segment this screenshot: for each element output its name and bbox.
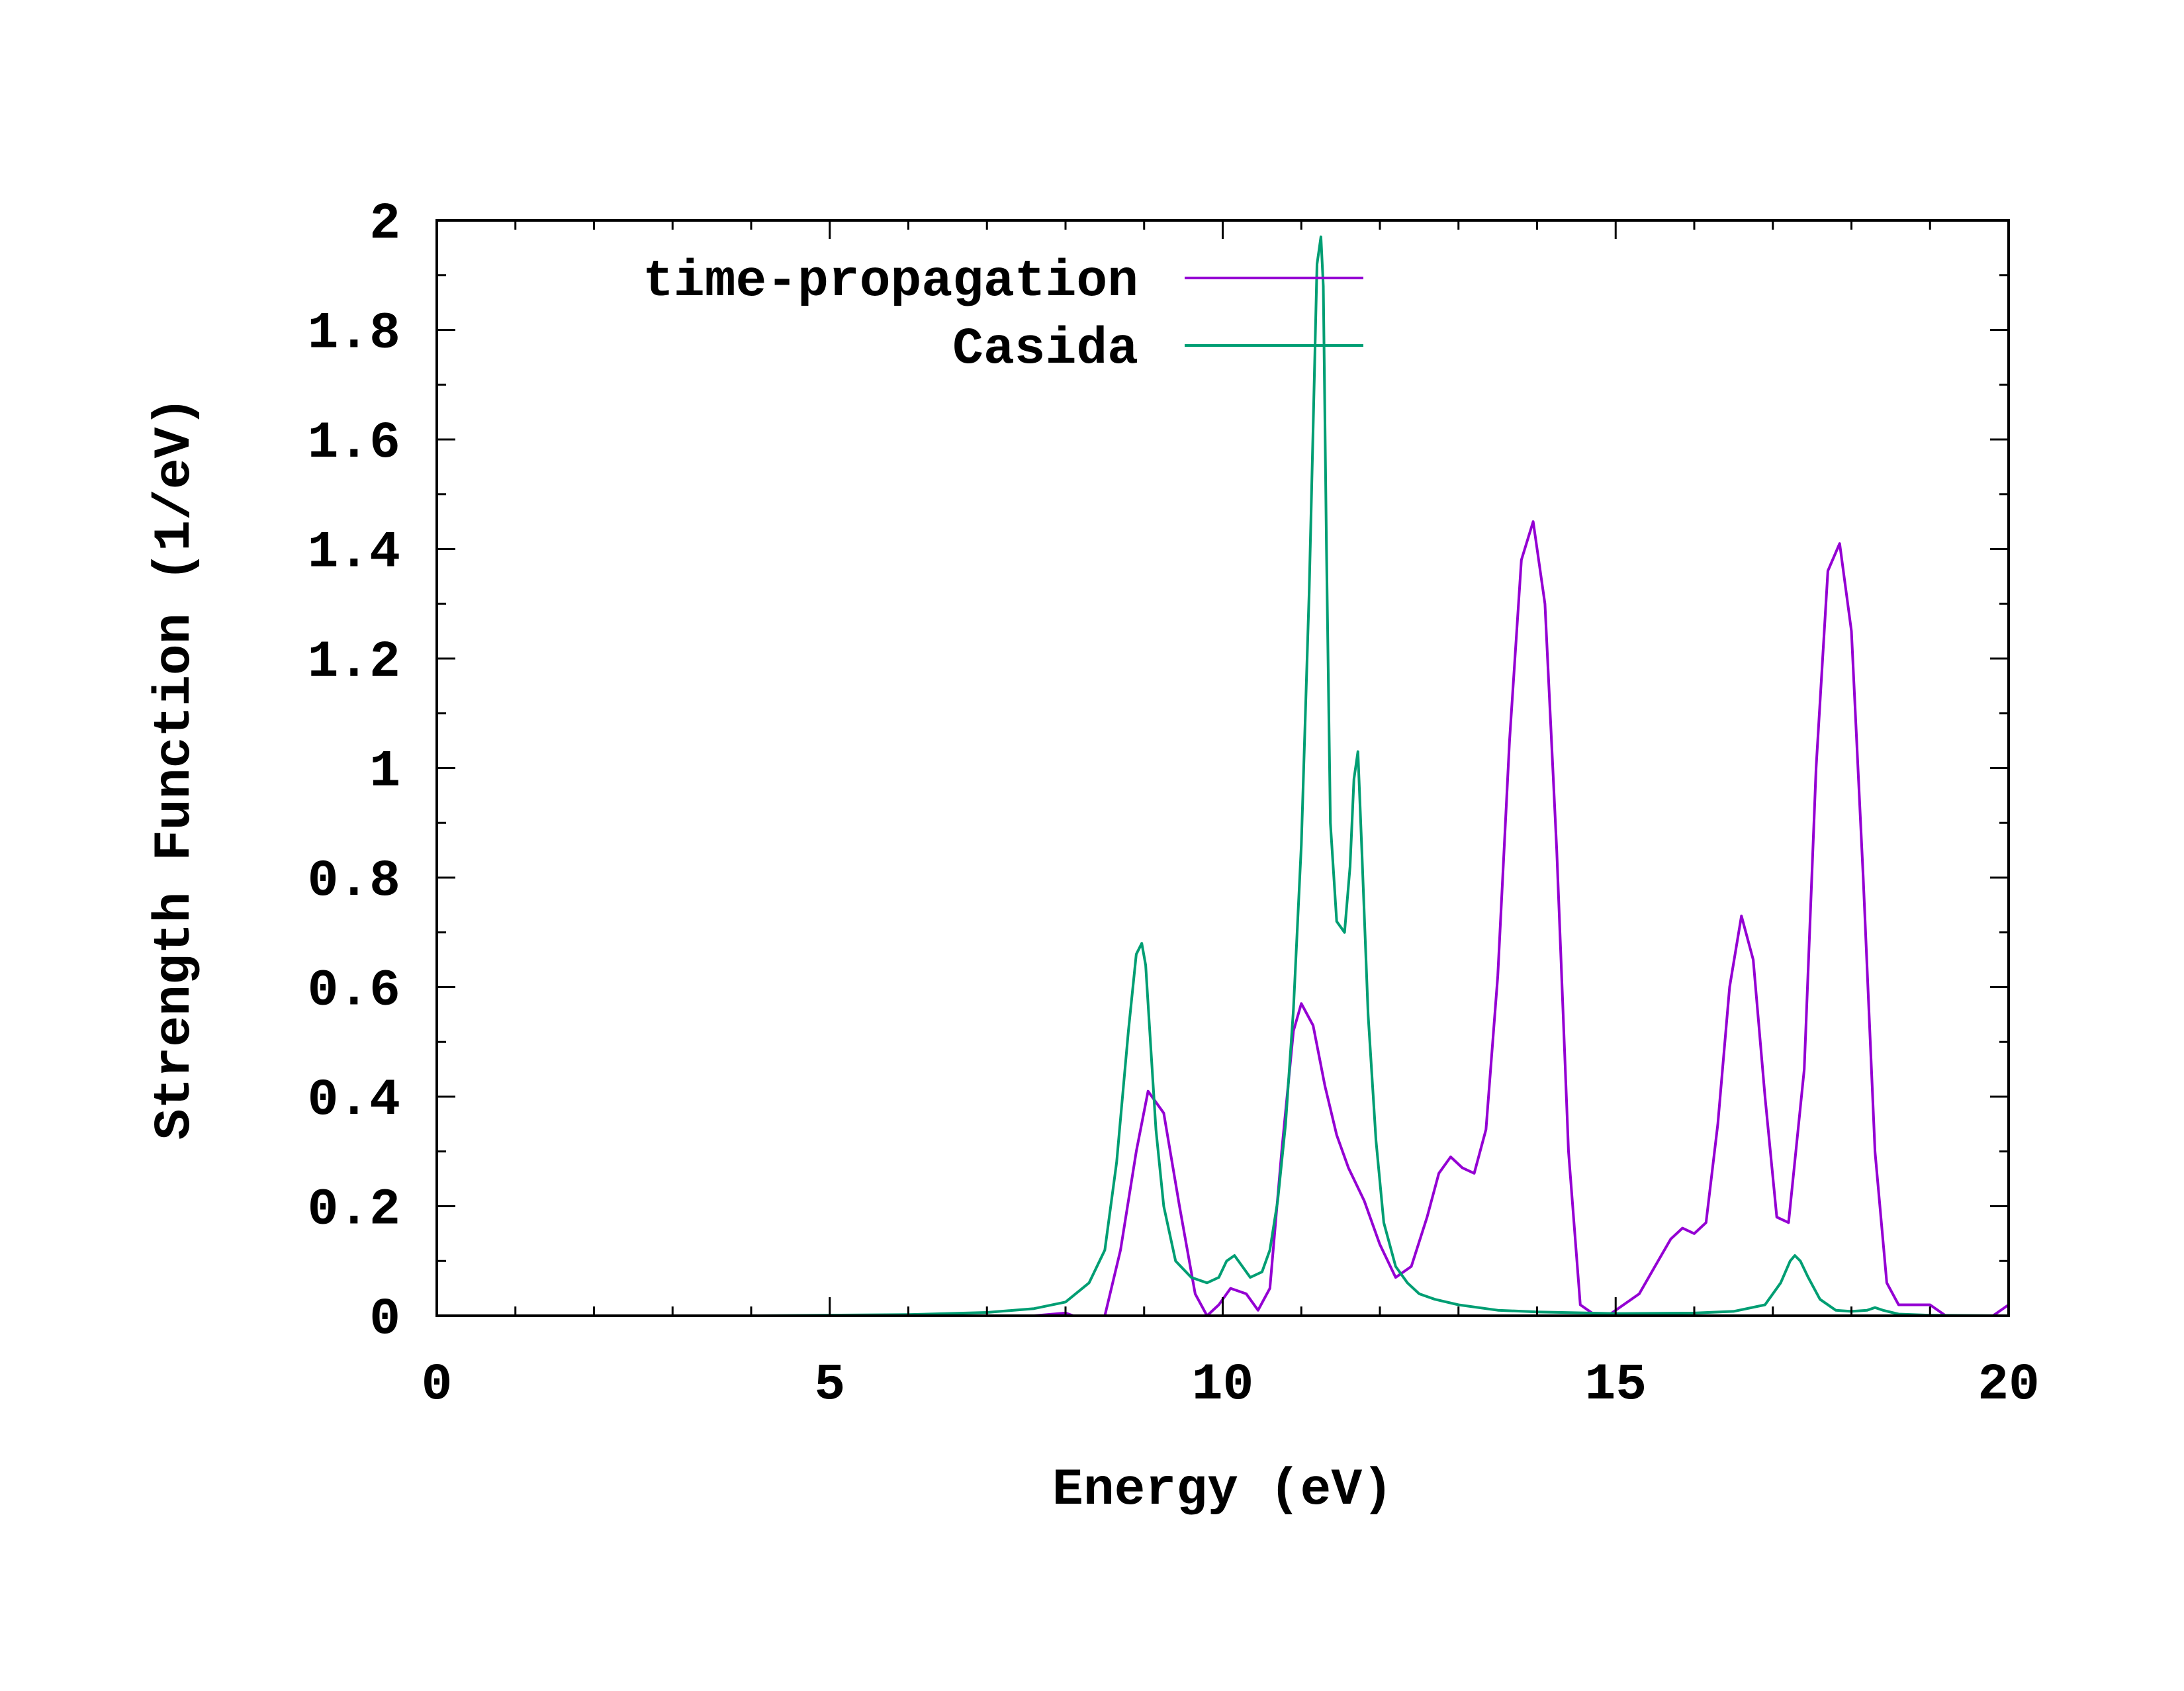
series-line-casida (437, 235, 2009, 1316)
y-tick-label: 0.4 (308, 1072, 400, 1130)
y-tick-label: 0.8 (308, 852, 400, 911)
plot-area-frame (435, 219, 2010, 1317)
legend-label: Casida (952, 320, 1138, 379)
y-tick-label: 1 (369, 743, 400, 801)
y-tick-label: 2 (369, 195, 400, 253)
y-axis: 0 0.2 0.4 0.6 0.8 1 1.2 1.4 1.6 1.8 2 (308, 195, 2009, 1349)
x-tick-label: 10 (1192, 1356, 1254, 1414)
y-tick-label: 1.4 (308, 524, 400, 582)
y-tick-label: 0 (369, 1291, 400, 1349)
series-layer (437, 235, 2009, 1316)
x-tick-label: 5 (814, 1356, 845, 1414)
y-axis-title: Strength Function (1/eV) (146, 396, 205, 1140)
y-tick-label: 1.8 (308, 305, 400, 363)
legend: time-propagation Casida (643, 253, 1363, 379)
x-tick-label: 20 (1978, 1356, 2040, 1414)
y-tick-label: 0.6 (308, 962, 400, 1021)
y-tick-label: 1.6 (308, 414, 400, 473)
x-axis-title: Energy (eV) (1052, 1461, 1393, 1520)
x-tick-label: 15 (1584, 1356, 1647, 1414)
x-axis: 0 5 10 15 20 (422, 220, 2040, 1414)
series-line-time-propagation (437, 520, 2009, 1316)
x-tick-label: 0 (422, 1356, 453, 1414)
y-tick-label: 0.2 (308, 1181, 400, 1240)
legend-label: time-propagation (643, 253, 1138, 311)
y-tick-label: 1.2 (308, 633, 400, 692)
